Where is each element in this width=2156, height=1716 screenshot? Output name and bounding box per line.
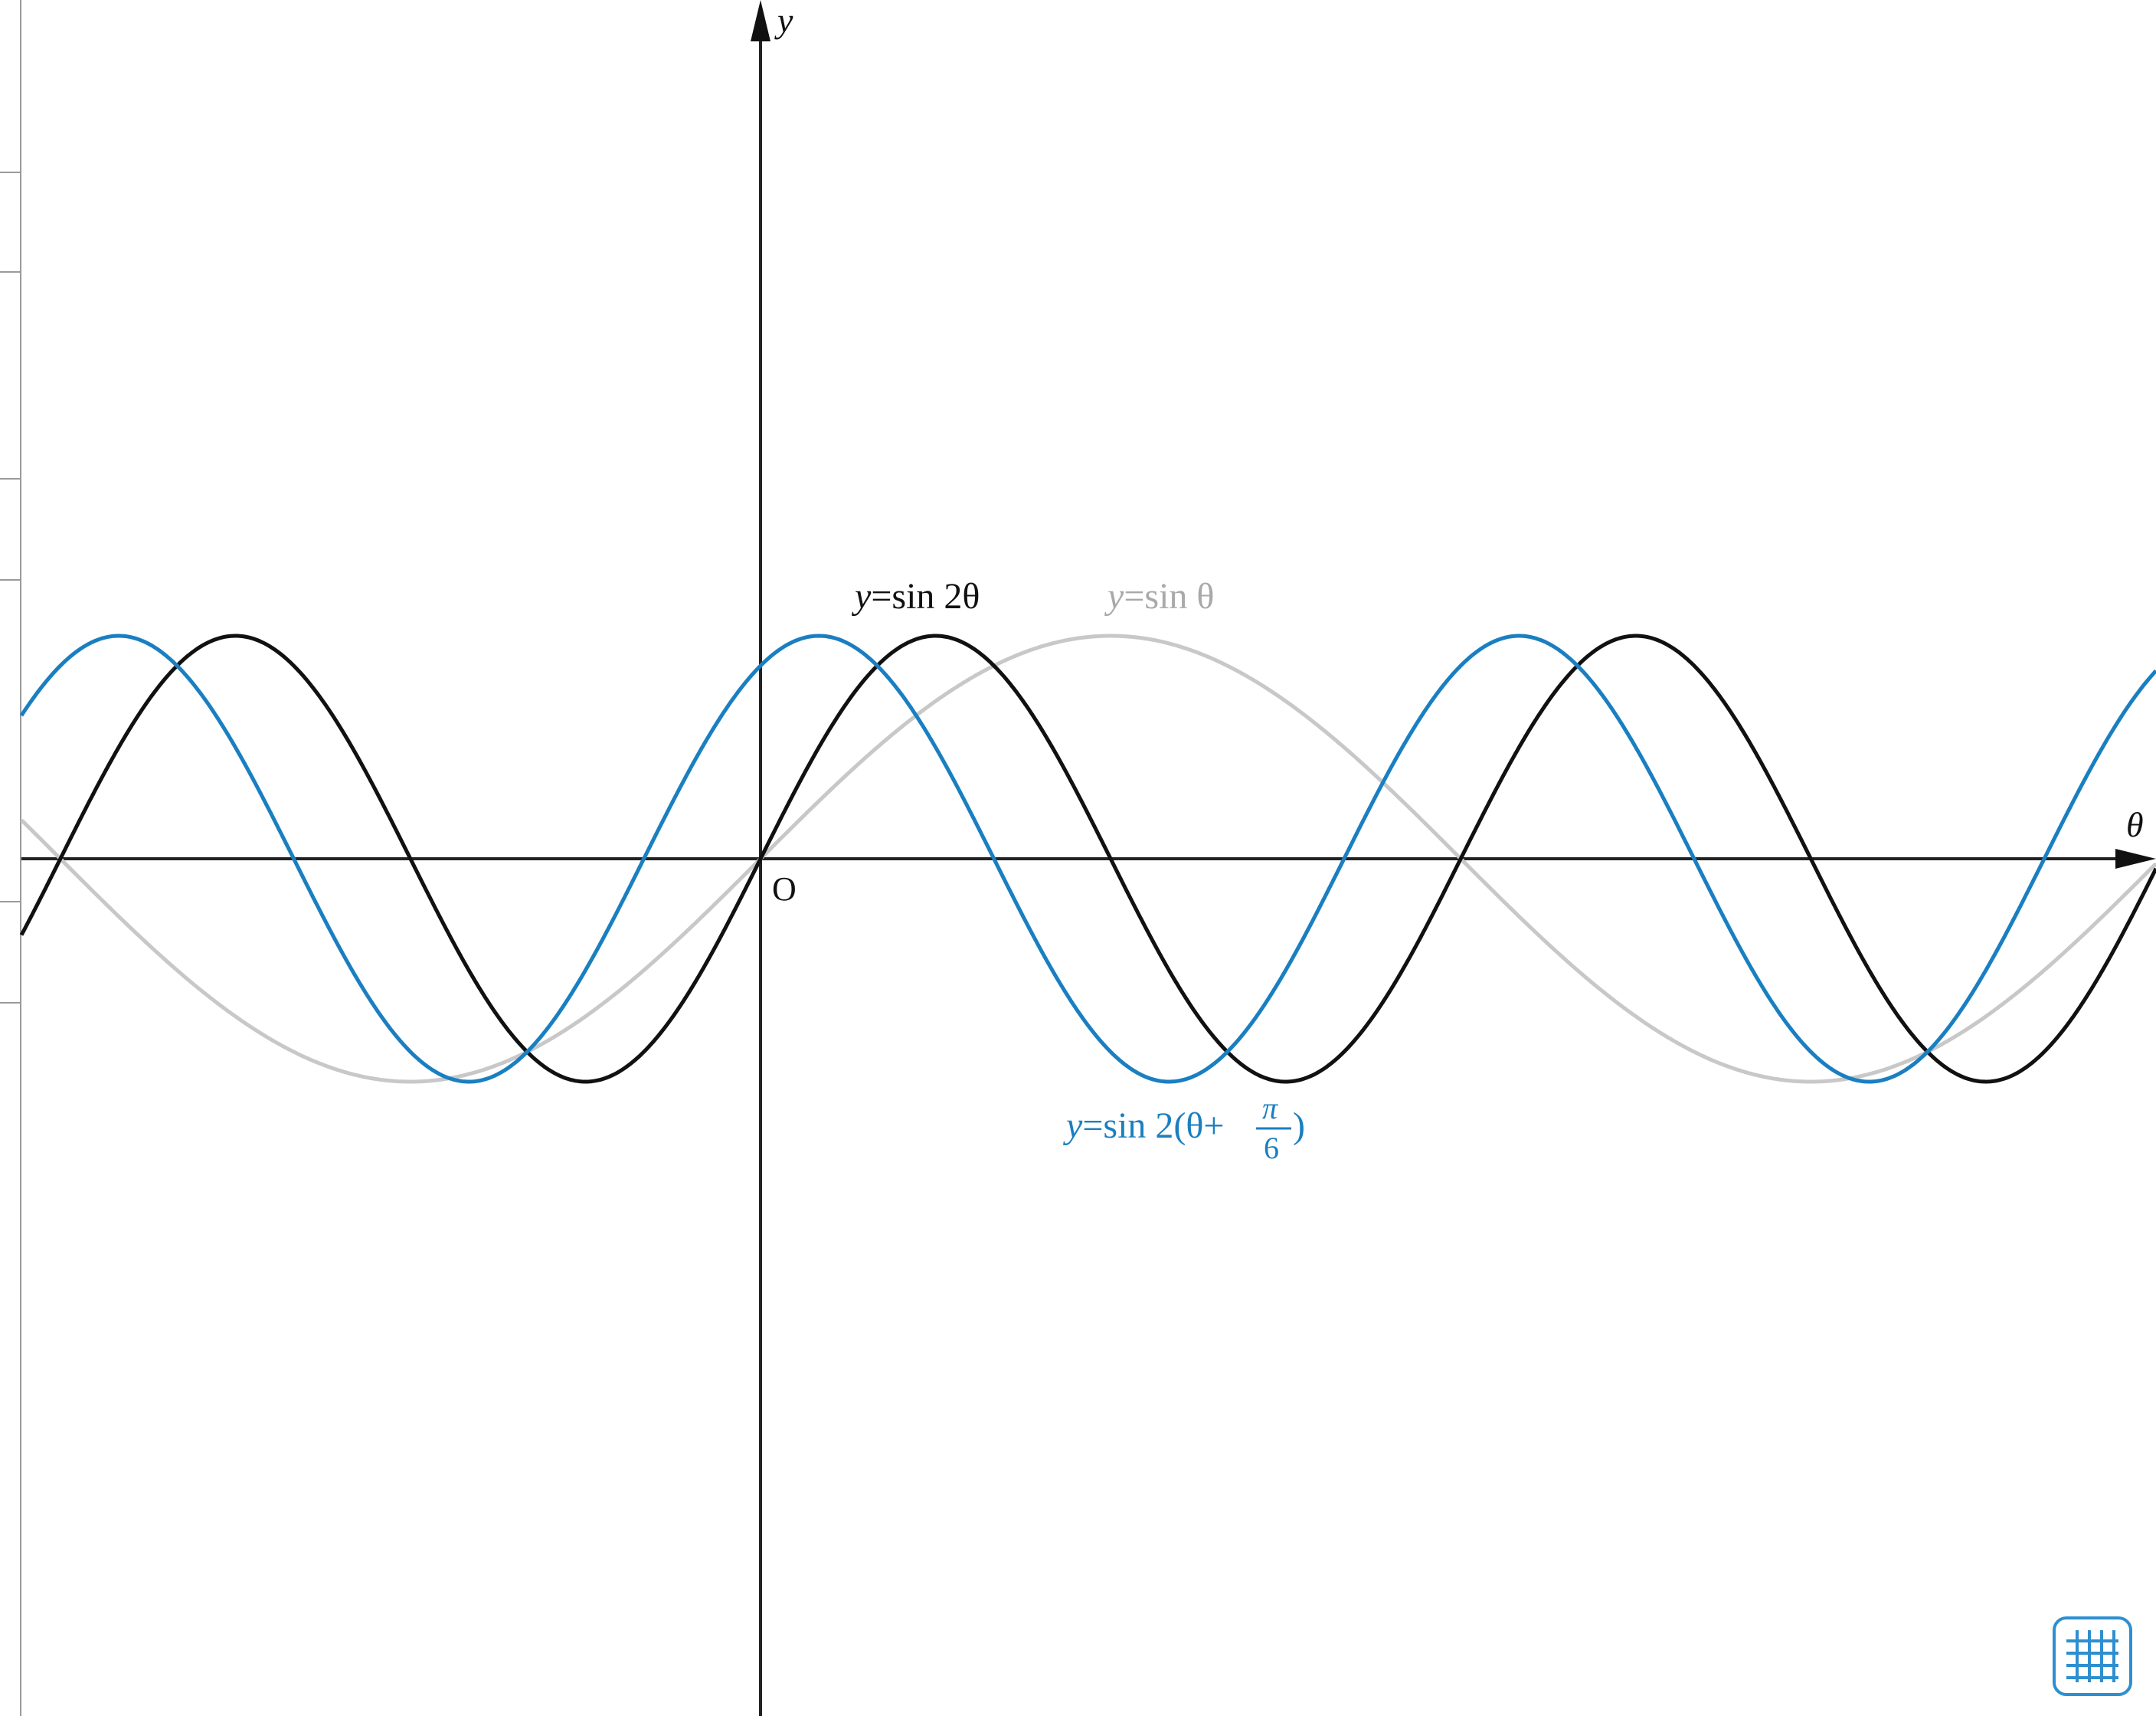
ruler-tick	[0, 1002, 21, 1004]
curve-sin-theta	[20, 634, 2156, 1084]
y-axis-arrow	[751, 0, 770, 41]
label-fraction-denominator: 6	[1264, 1131, 1279, 1165]
label-close-paren: )	[1293, 1105, 1305, 1146]
origin-label: O	[772, 870, 797, 908]
y-axis-label: y	[774, 1, 793, 40]
x-axis-label: θ	[2126, 805, 2144, 844]
label-sin-2-theta-plus-pi-6: y=sin 2(θ+ π 6 )	[1062, 1091, 1305, 1165]
ruler-tick	[0, 172, 21, 173]
ruler-tick	[0, 901, 21, 902]
label-sin-theta: y=sin θ	[1104, 576, 1214, 617]
x-axis-arrow	[2115, 849, 2156, 869]
left-ruler	[0, 0, 21, 1716]
curve-sin-2theta	[19, 634, 2156, 1084]
label-fraction-numerator: π	[1262, 1091, 1278, 1125]
grid-icon	[2066, 1630, 2118, 1682]
svg-text:y=sin 2(θ+: y=sin 2(θ+	[1062, 1105, 1224, 1146]
grid-toggle-button[interactable]	[2053, 1616, 2132, 1696]
ruler-tick	[0, 579, 21, 581]
ruler-tick	[0, 478, 21, 480]
label-sin-2theta: y=sin 2θ	[851, 576, 980, 617]
curve-sin-2-theta-plus-pi-6	[19, 634, 2156, 1084]
ruler-tick	[0, 271, 21, 273]
